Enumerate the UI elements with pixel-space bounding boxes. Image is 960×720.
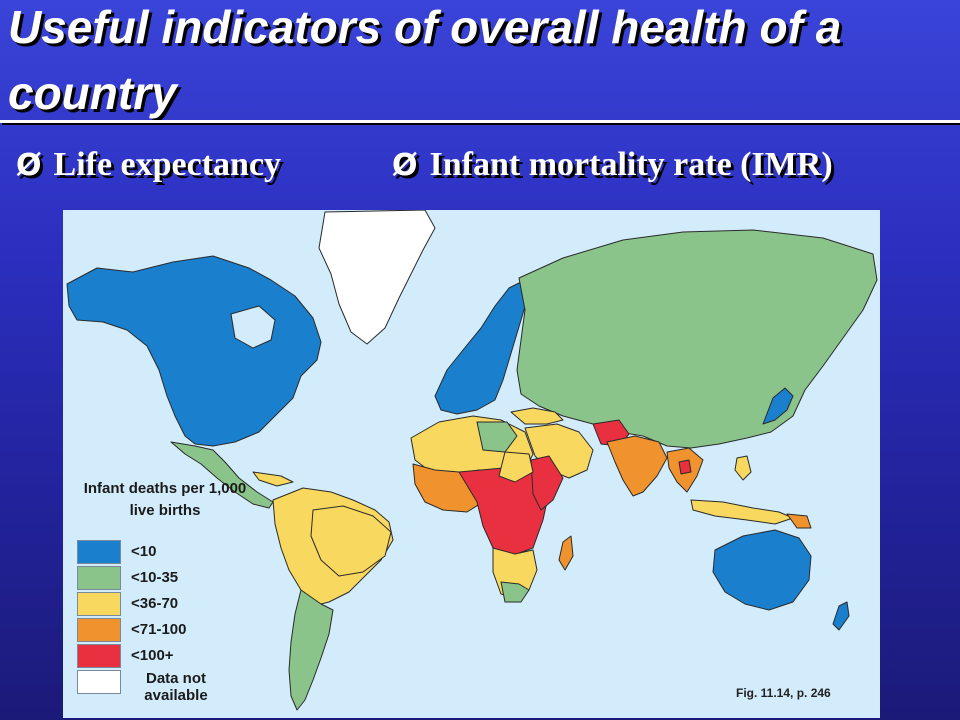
sudan-region [498, 451, 534, 483]
indonesia-region [690, 499, 794, 525]
legend-label: <10 [131, 543, 157, 560]
legend-label: <71-100 [131, 621, 187, 638]
east-africa-region [530, 455, 564, 511]
legend-label: <100+ [131, 647, 174, 664]
world-map [63, 210, 880, 718]
north-america-region [66, 255, 322, 447]
south-america-south [288, 589, 334, 711]
legend-swatch-green [77, 566, 121, 590]
greenland-region [318, 210, 436, 345]
bullet-text: Infant mortality rate (IMR) [429, 146, 833, 183]
legend-swatch-orange [77, 618, 121, 642]
bullet-text: Life expectancy [53, 146, 282, 183]
legend-swatch-blue [77, 540, 121, 564]
legend-swatch-white [77, 670, 121, 694]
central-america-region [170, 441, 274, 509]
egypt-region [476, 421, 518, 453]
legend-label: <36-70 [131, 595, 179, 612]
arrow-bullet-icon: Ø [392, 148, 418, 183]
new-zealand-region [832, 601, 850, 631]
title-underline [0, 120, 960, 123]
japan-region [762, 387, 794, 425]
australia-region [712, 529, 812, 611]
asia-region [516, 229, 878, 449]
legend-swatch-yellow [77, 592, 121, 616]
caribbean-region [252, 471, 294, 487]
legend-swatch-red [77, 644, 121, 668]
brazil-region [310, 505, 392, 577]
madagascar-region [558, 535, 574, 571]
figure-caption: Fig. 11.14, p. 246 [736, 686, 831, 700]
legend-label-no-data: Data not available [144, 670, 208, 704]
bullet-life-expectancy: Ø Life expectancy [16, 146, 281, 184]
turkey-region [510, 407, 564, 425]
world-map-graphic [66, 210, 878, 711]
hudson-bay [230, 305, 276, 349]
india-region [606, 435, 668, 497]
south-africa-region [500, 581, 530, 603]
cambodia-region [678, 459, 692, 475]
bullet-infant-mortality: Ø Infant mortality rate (IMR) [392, 146, 833, 184]
legend-label: <10-35 [131, 569, 179, 586]
papua-region [786, 513, 812, 529]
philippines-region [734, 455, 752, 481]
slide-title: Useful indicators of overall health of a… [8, 1, 842, 119]
legend-title: Infant deaths per 1,000 live births [83, 480, 247, 519]
arrow-bullet-icon: Ø [16, 148, 42, 183]
europe-region [434, 279, 528, 415]
